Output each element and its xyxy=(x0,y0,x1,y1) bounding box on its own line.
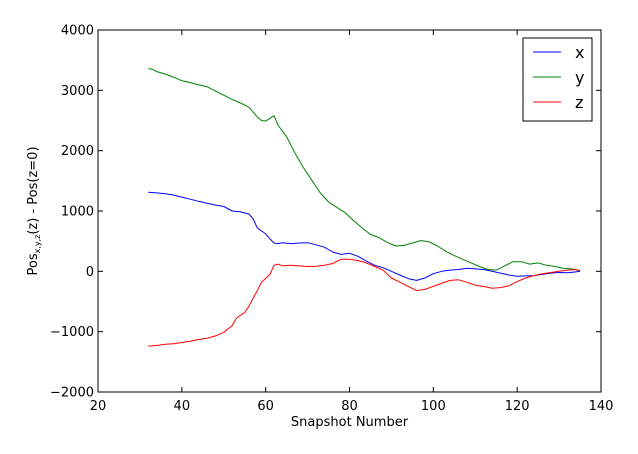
y-tick-label: 0 xyxy=(86,265,94,280)
y-tick-label: −2000 xyxy=(50,386,94,401)
x-tick-label: 80 xyxy=(341,399,358,414)
legend-label-z: z xyxy=(575,93,583,112)
y-tick-label: 4000 xyxy=(61,24,94,39)
x-tick-label: 60 xyxy=(257,399,274,414)
y-axis-label: Posx,y,z(z) - Pos(z=0) xyxy=(26,146,42,275)
x-tick-label: 100 xyxy=(421,399,446,414)
legend-items: xyz xyxy=(533,43,584,112)
x-tick-label: 20 xyxy=(90,399,107,414)
series-line-x xyxy=(148,191,581,281)
legend: xyz xyxy=(522,37,593,122)
y-axis-label-subscript: x,y,z xyxy=(33,235,42,254)
ticks-layer xyxy=(97,29,602,393)
x-tick-label: 40 xyxy=(174,399,191,414)
tick-labels-layer: 20 40 60 80 100 120 140 −2000 −1000 0 1000 2000 3000… xyxy=(50,24,613,415)
series-line-z xyxy=(148,258,581,347)
x-tick-label: 120 xyxy=(505,399,530,414)
legend-label-x: x xyxy=(575,43,584,62)
y-axis-label-suffix: (z) - Pos(z=0) xyxy=(26,146,41,234)
y-tick-label: 2000 xyxy=(61,144,94,159)
legend-label-y: y xyxy=(575,68,584,87)
y-tick-label: 1000 xyxy=(61,205,94,220)
y-tick-label: 3000 xyxy=(61,84,94,99)
series-layer xyxy=(148,68,581,347)
y-axis-label-prefix: Pos xyxy=(26,253,41,275)
x-tick-label: 140 xyxy=(589,399,614,414)
y-tick-label: −1000 xyxy=(50,325,94,340)
series-line-y xyxy=(148,68,581,272)
x-axis-label: Snapshot Number xyxy=(291,415,409,430)
